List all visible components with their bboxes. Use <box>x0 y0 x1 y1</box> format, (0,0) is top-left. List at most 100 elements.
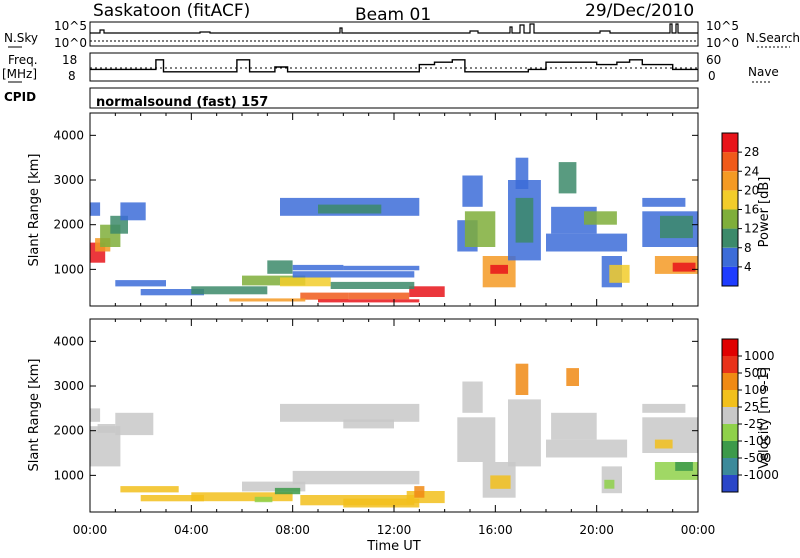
time-xtick-label: 00:00 <box>73 523 108 537</box>
power-cell <box>330 281 415 289</box>
freq-label-2: [MHz] <box>2 67 37 81</box>
power-cell <box>90 202 101 216</box>
power-colorbar-tick-label: 24 <box>744 164 759 178</box>
power-cell <box>280 277 331 287</box>
velocity-colorbar-swatch <box>722 339 738 356</box>
power-cell <box>348 292 410 300</box>
velocity-colorbar-tick-label: 500 <box>744 366 767 380</box>
velocity-cell <box>414 486 425 498</box>
power-ytick-label: 3000 <box>53 173 84 187</box>
power-data <box>90 157 698 303</box>
velocity-colorbar-tick-label: -100 <box>744 434 771 448</box>
velocity-cell <box>242 481 306 492</box>
power-colorbar-tick-label: 8 <box>744 241 752 255</box>
power-cell <box>558 162 577 194</box>
velocity-cell <box>457 417 496 462</box>
velocity-colorbar-tick-label: -500 <box>744 451 771 465</box>
power-cell <box>120 202 146 221</box>
velocity-ytick-label: 4000 <box>53 334 84 348</box>
velocity-colorbar-label: Velocity [m s-1] <box>757 367 772 469</box>
velocity-colorbar-swatch <box>722 373 738 390</box>
station-title: Saskatoon (fitACF) <box>93 1 250 21</box>
power-colorbar-swatch <box>722 152 738 172</box>
power-cell <box>292 271 415 278</box>
velocity-cell <box>490 475 511 489</box>
time-xtick-label: 04:00 <box>174 523 209 537</box>
velocity-ytick-label: 3000 <box>53 379 84 393</box>
power-cell <box>318 299 420 303</box>
power-y-axis: 1000 2000 3000 4000 <box>53 113 699 306</box>
velocity-colorbar-swatch <box>722 407 738 424</box>
velocity-cell <box>254 496 273 503</box>
power-colorbar-tick-label: 20 <box>744 183 759 197</box>
velocity-colorbar-tick-label: 100 <box>744 383 767 397</box>
power-cell <box>140 289 204 296</box>
velocity-data <box>90 363 698 508</box>
power-cell <box>318 204 382 214</box>
time-xtick-label: 08:00 <box>275 523 310 537</box>
velocity-ytick-label: 2000 <box>53 424 84 438</box>
cpid-value: normalsound (fast) 157 <box>96 95 268 110</box>
velocity-cell <box>274 487 301 495</box>
nsky-strip-frame <box>89 21 699 47</box>
velocity-colorbar-frame <box>721 338 739 493</box>
velocity-cell <box>566 368 579 386</box>
nsearch-top-tick: 10^5 <box>706 19 739 33</box>
power-colorbar-tick-label: 16 <box>744 203 759 217</box>
nsearch-bottom-tick: 10^0 <box>706 36 739 50</box>
cpid-label: CPID <box>4 90 36 104</box>
nave-label: Nave <box>748 65 779 79</box>
time-xtick-label: 20:00 <box>579 523 614 537</box>
power-colorbar-swatch <box>722 209 738 229</box>
power-cell <box>660 215 693 239</box>
nsearch-label: N.Search <box>746 31 800 45</box>
power-ytick-label: 1000 <box>53 262 84 276</box>
power-cell <box>115 280 166 287</box>
power-cell <box>584 211 617 225</box>
velocity-cell <box>642 403 686 413</box>
velocity-cell <box>343 498 420 508</box>
time-xlabel: Time UT <box>366 539 420 554</box>
power-colorbar-swatch <box>722 171 738 191</box>
power-colorbar: 4 8 12 16 20 24 28 <box>721 132 759 287</box>
velocity-y-axis: 1000 2000 3000 4000 <box>53 319 699 512</box>
velocity-colorbar-swatch <box>722 424 738 441</box>
velocity-cell <box>292 470 420 485</box>
velocity-cell <box>462 381 483 413</box>
velocity-colorbar-swatch <box>722 390 738 407</box>
velocity-colorbar-swatch <box>722 475 738 492</box>
velocity-ylabel: Slant Range [km] <box>27 359 42 472</box>
power-cell <box>546 233 628 252</box>
velocity-cell <box>406 491 445 504</box>
nsky-label: N.Sky <box>4 31 38 45</box>
power-cell <box>672 262 696 272</box>
velocity-cell <box>551 412 597 440</box>
power-cell <box>292 264 344 271</box>
time-xtick-label: 12:00 <box>377 523 412 537</box>
cpid-strip-frame <box>89 87 699 109</box>
time-xtick-label: 00:00 <box>681 523 716 537</box>
power-cell <box>409 286 445 297</box>
freq-bottom-tick: 8 <box>68 69 76 83</box>
power-cell <box>515 197 534 243</box>
nave-bottom-tick: 0 <box>708 69 716 83</box>
power-cell <box>464 211 496 247</box>
power-cell <box>490 264 508 274</box>
power-colorbar-tick-label: 28 <box>744 145 759 159</box>
velocity-cell <box>90 408 101 422</box>
freq-strip-frame <box>89 52 699 82</box>
velocity-cell <box>604 479 615 489</box>
power-cell <box>462 175 483 207</box>
velocity-cell <box>140 495 204 502</box>
power-cell <box>609 264 630 283</box>
power-cell <box>515 157 529 189</box>
velocity-cell <box>115 412 154 436</box>
power-cell <box>229 298 306 302</box>
velocity-colorbar-tick-label: 1000 <box>744 349 775 363</box>
power-colorbar-swatch <box>722 247 738 267</box>
power-colorbar-label: Power [dB] <box>757 177 772 248</box>
velocity-cell <box>120 486 179 493</box>
power-cell <box>343 265 420 271</box>
